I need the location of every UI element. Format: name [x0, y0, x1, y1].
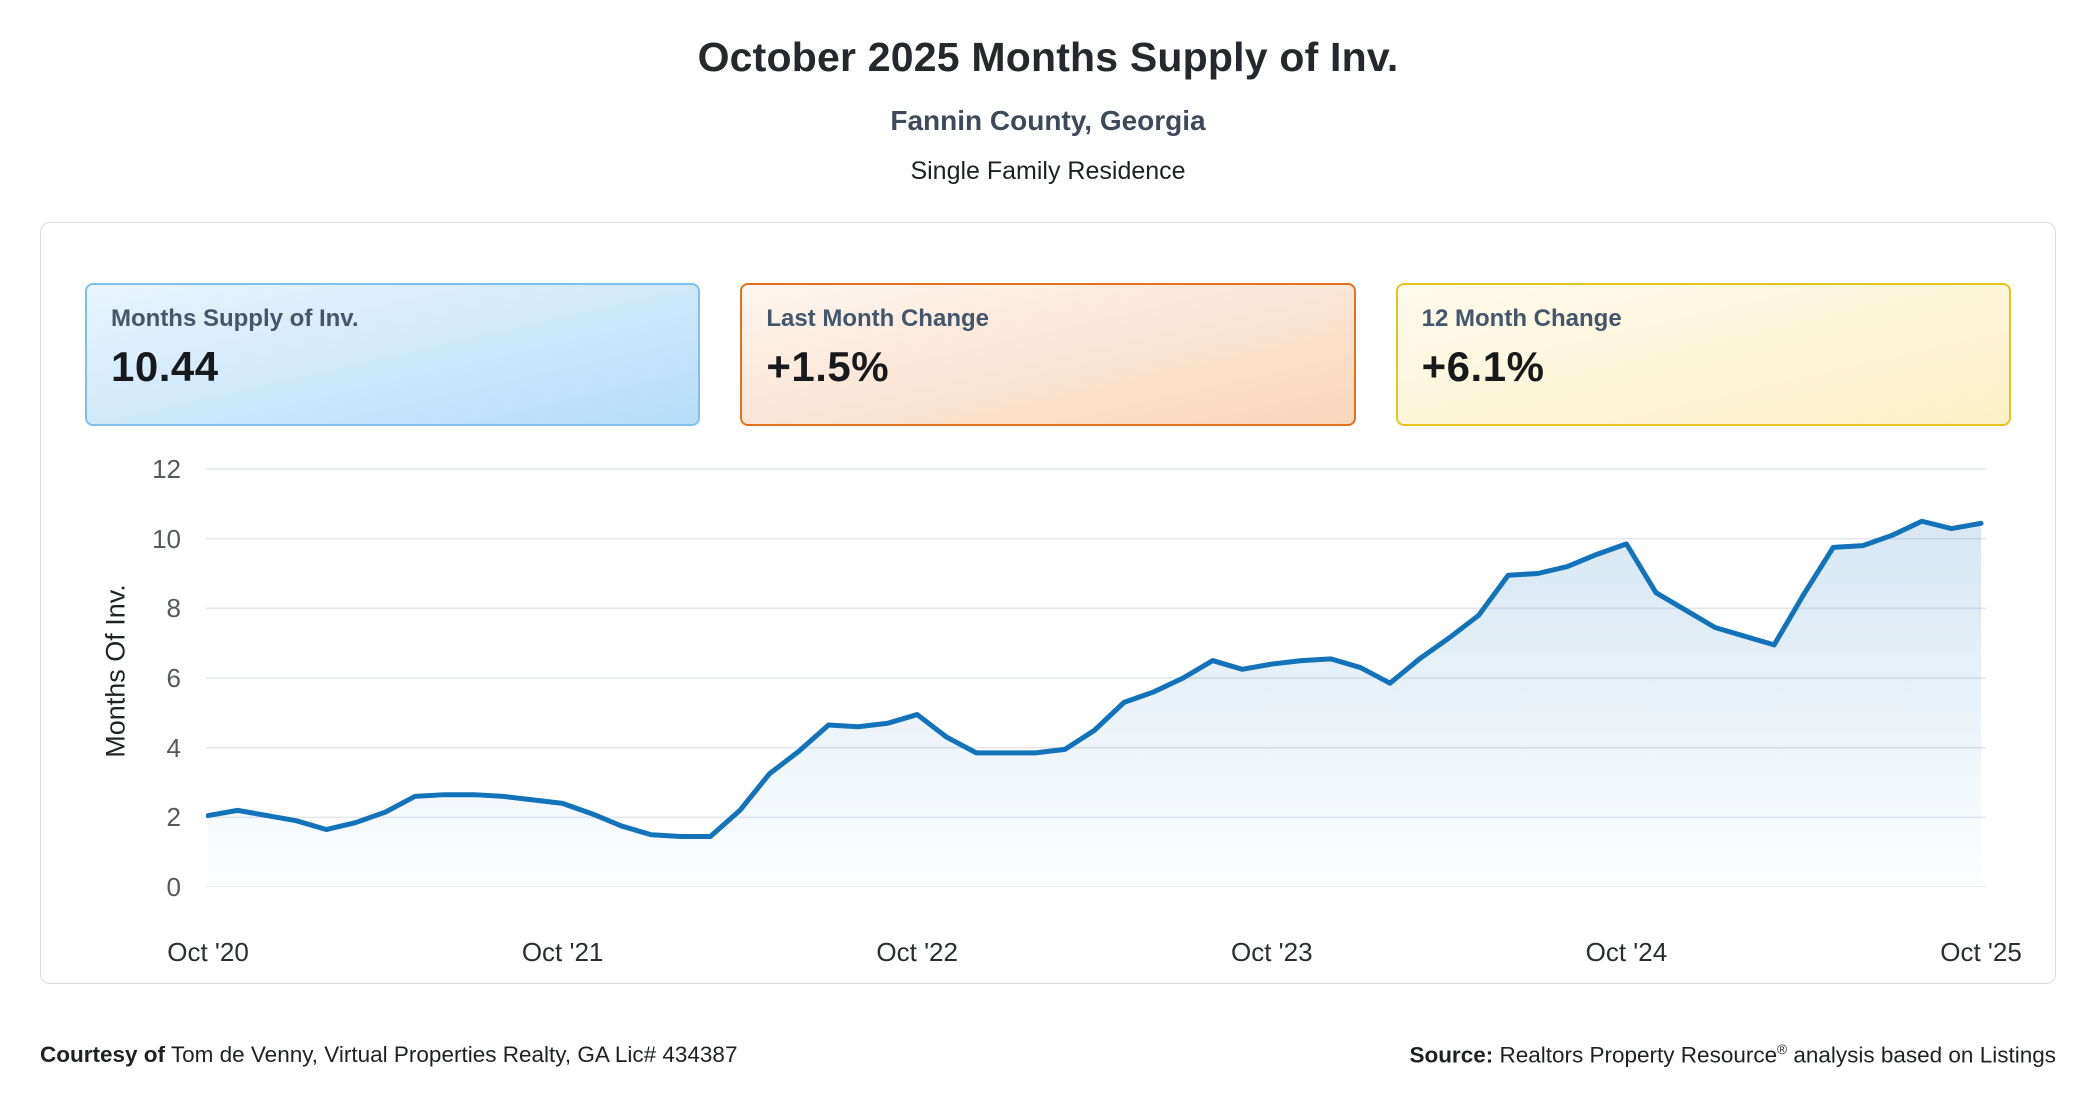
stat-card-12-month-change: 12 Month Change +6.1%: [1395, 283, 2011, 426]
stat-card-last-month-change: Last Month Change +1.5%: [740, 283, 1356, 426]
stat-card-label: Months Supply of Inv.: [111, 305, 359, 332]
stat-card-value: +1.5%: [766, 343, 890, 390]
footer-source-label: Source:: [1409, 1042, 1494, 1068]
x-tick-label: Oct '20: [167, 937, 249, 967]
stat-card-label: Last Month Change: [766, 305, 989, 332]
stat-card-months-supply: Months Supply of Inv. 10.44: [85, 283, 701, 426]
x-tick-label: Oct '24: [1585, 937, 1668, 967]
chart-plot-area[interactable]: [206, 461, 1986, 887]
page-subtitle-location: Fannin County, Georgia: [890, 105, 1206, 136]
footer-courtesy: Courtesy of Tom de Venny, Virtual Proper…: [40, 1042, 737, 1068]
footer-source: Source: Realtors Property Resource® anal…: [1409, 1042, 2056, 1069]
footer-source-text-2: analysis based on Listings: [1793, 1042, 2056, 1068]
y-tick-label: 6: [166, 663, 181, 693]
y-tick-label: 8: [166, 593, 181, 624]
footer-courtesy-text: Tom de Venny, Virtual Properties Realty,…: [170, 1042, 738, 1067]
stat-cards-row: Months Supply of Inv. 10.44 Last Month C…: [85, 283, 2011, 426]
stat-card-value: 10.44: [111, 343, 219, 390]
page-title: October 2025 Months Supply of Inv.: [697, 34, 1399, 80]
page-subtitle-property-type: Single Family Residence: [910, 157, 1186, 185]
chart-panel: Months Supply of Inv. 10.44 Last Month C…: [40, 222, 2056, 984]
stat-card-value: +6.1%: [1421, 343, 1545, 390]
x-tick-label: Oct '22: [876, 937, 958, 967]
y-tick-label: 10: [152, 523, 181, 554]
series-line: [206, 518, 1984, 839]
stat-card-label: 12 Month Change: [1421, 305, 1622, 332]
footer-courtesy-label: Courtesy of: [40, 1042, 166, 1067]
series-area: [208, 521, 1981, 887]
y-tick-label: 12: [152, 454, 181, 484]
x-tick-label: Oct '23: [1231, 937, 1313, 967]
y-tick-label: 2: [166, 802, 181, 833]
y-tick-label: 4: [166, 732, 181, 763]
y-tick-label: 0: [166, 872, 181, 902]
x-tick-label: Oct '21: [521, 937, 604, 967]
x-tick-label: Oct '25: [1940, 937, 2022, 967]
registered-trademark-symbol: ®: [1777, 1042, 1788, 1057]
footer-source-text: Realtors Property Resource: [1499, 1042, 1778, 1068]
